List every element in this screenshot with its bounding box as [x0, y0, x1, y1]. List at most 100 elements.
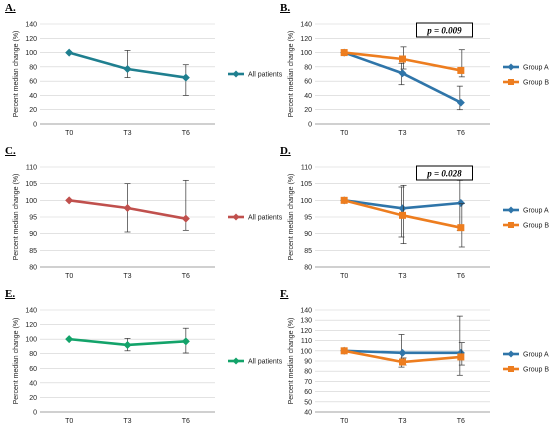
y-tick-label: 140	[300, 308, 312, 315]
x-tick-label: T6	[182, 130, 190, 137]
panel-d: D. 80 85 90 95 100 105 110 T0 T3 T6 Percent median…	[275, 143, 550, 283]
y-tick-label: 120	[25, 36, 37, 43]
y-tick-label: 90	[29, 231, 37, 238]
panel-label: F.	[280, 288, 289, 300]
y-tick-label: 80	[304, 265, 312, 272]
data-point	[456, 98, 465, 107]
data-point	[340, 49, 348, 57]
x-tick-label: T3	[123, 273, 131, 280]
y-tick-label: 90	[304, 231, 312, 238]
y-tick-label: 60	[29, 366, 37, 373]
legend-label: Group B	[523, 367, 549, 374]
x-tick-label: T0	[65, 130, 73, 137]
data-point	[65, 196, 74, 205]
y-tick-label: 60	[304, 79, 312, 86]
annotation-box	[416, 22, 473, 38]
legend-marker	[507, 350, 515, 358]
legend-marker	[232, 213, 240, 221]
x-tick-label: T3	[123, 418, 131, 425]
legend-marker	[507, 63, 515, 71]
legend-label: All patients	[248, 359, 283, 366]
legend-label: All patients	[248, 215, 283, 222]
y-tick-label: 140	[25, 22, 37, 29]
legend-marker	[507, 206, 515, 214]
data-point	[399, 55, 406, 63]
y-tick-label: 110	[301, 165, 312, 172]
y-axis-label: Percent median change (%)	[13, 31, 20, 118]
data-point	[398, 69, 407, 78]
data-point	[65, 48, 74, 57]
panel-label: D.	[280, 145, 291, 157]
y-tick-label: 60	[29, 79, 37, 86]
legend-marker	[508, 222, 514, 228]
legend-marker	[232, 70, 240, 78]
x-tick-label: T0	[65, 273, 73, 280]
data-point	[456, 199, 465, 207]
x-tick-label: T3	[398, 130, 406, 137]
x-tick-label: T3	[398, 418, 406, 425]
data-point	[457, 224, 465, 232]
y-tick-label: 110	[301, 338, 312, 345]
data-point	[398, 204, 407, 213]
y-tick-label: 120	[300, 328, 312, 335]
y-tick-label: 85	[29, 248, 37, 255]
y-tick-label: 95	[304, 215, 312, 222]
legend-label: Group A	[523, 208, 549, 215]
chart-d: 80 85 90 95 100 105 110 T0 T3 T6 Percent median ch…	[288, 165, 549, 281]
legend-marker	[508, 366, 514, 372]
panel-label: B.	[280, 2, 291, 14]
data-point	[123, 340, 132, 349]
y-axis-label: Percent median change (%)	[288, 174, 295, 261]
data-point	[340, 347, 348, 355]
y-tick-label: 40	[29, 93, 37, 100]
legend-label: All patients	[248, 72, 283, 79]
chart-e: 0 20 40 60 80 100 120 140 T0 T3 T6 Percent median c…	[13, 308, 283, 426]
y-tick-label: 60	[304, 389, 312, 396]
x-tick-label: T0	[340, 273, 348, 280]
data-point	[399, 211, 406, 219]
data-point	[181, 337, 190, 346]
y-tick-label: 20	[29, 107, 37, 114]
panel-b: B. 0 20 40 60 80 100 120 140 T0 T3 T6 Percent media…	[275, 0, 550, 140]
y-tick-label: 110	[26, 165, 37, 172]
data-point	[181, 214, 190, 223]
annotation-box	[416, 165, 473, 181]
legend-marker	[508, 79, 514, 85]
y-tick-label: 85	[304, 248, 312, 255]
x-tick-label: T3	[123, 130, 131, 137]
legend-label: Group B	[523, 223, 549, 230]
y-axis-label: Percent median change (%)	[13, 318, 20, 405]
y-tick-label: 120	[25, 322, 37, 329]
y-tick-label: 100	[25, 337, 37, 344]
panel-label: E.	[5, 288, 16, 300]
x-tick-label: T6	[182, 418, 190, 425]
x-tick-label: T0	[340, 418, 348, 425]
panel-f: F. 40 50 60 70 80 90 100 110 120 130 140 T0 T3 T6 Perc…	[275, 286, 550, 430]
y-tick-label: 20	[29, 395, 37, 402]
chart-a: 0 20 40 60 80 100 120 140 T0 T3 T6 Percent median c…	[13, 22, 283, 138]
chart-b: 0 20 40 60 80 100 120 140 T0 T3 T6 Percent median c…	[288, 22, 549, 138]
legend-label: Group A	[523, 65, 549, 72]
data-point	[398, 348, 407, 357]
legend-label: Group B	[523, 80, 549, 87]
x-tick-label: T6	[457, 130, 465, 137]
y-tick-label: 105	[25, 181, 37, 188]
x-tick-label: T6	[457, 418, 465, 425]
p-value-label: p = 0.028	[426, 169, 462, 179]
y-tick-label: 40	[29, 380, 37, 387]
legend-marker	[232, 357, 240, 365]
y-tick-label: 80	[29, 265, 37, 272]
y-tick-label: 80	[29, 64, 37, 71]
y-tick-label: 100	[25, 50, 37, 57]
data-point	[181, 73, 190, 82]
y-tick-label: 0	[308, 122, 312, 129]
data-point	[65, 335, 74, 344]
y-tick-label: 80	[304, 64, 312, 71]
y-tick-label: 40	[304, 410, 312, 417]
panel-e: E. 0 20 40 60 80 100 120 140 T0 T3 T6 Percent media…	[0, 286, 283, 430]
x-tick-label: T0	[65, 418, 73, 425]
y-axis-label: Percent median change (%)	[13, 174, 20, 261]
p-value-label: p = 0.009	[426, 26, 462, 36]
legend-label: Group A	[523, 352, 549, 359]
y-tick-label: 40	[304, 93, 312, 100]
